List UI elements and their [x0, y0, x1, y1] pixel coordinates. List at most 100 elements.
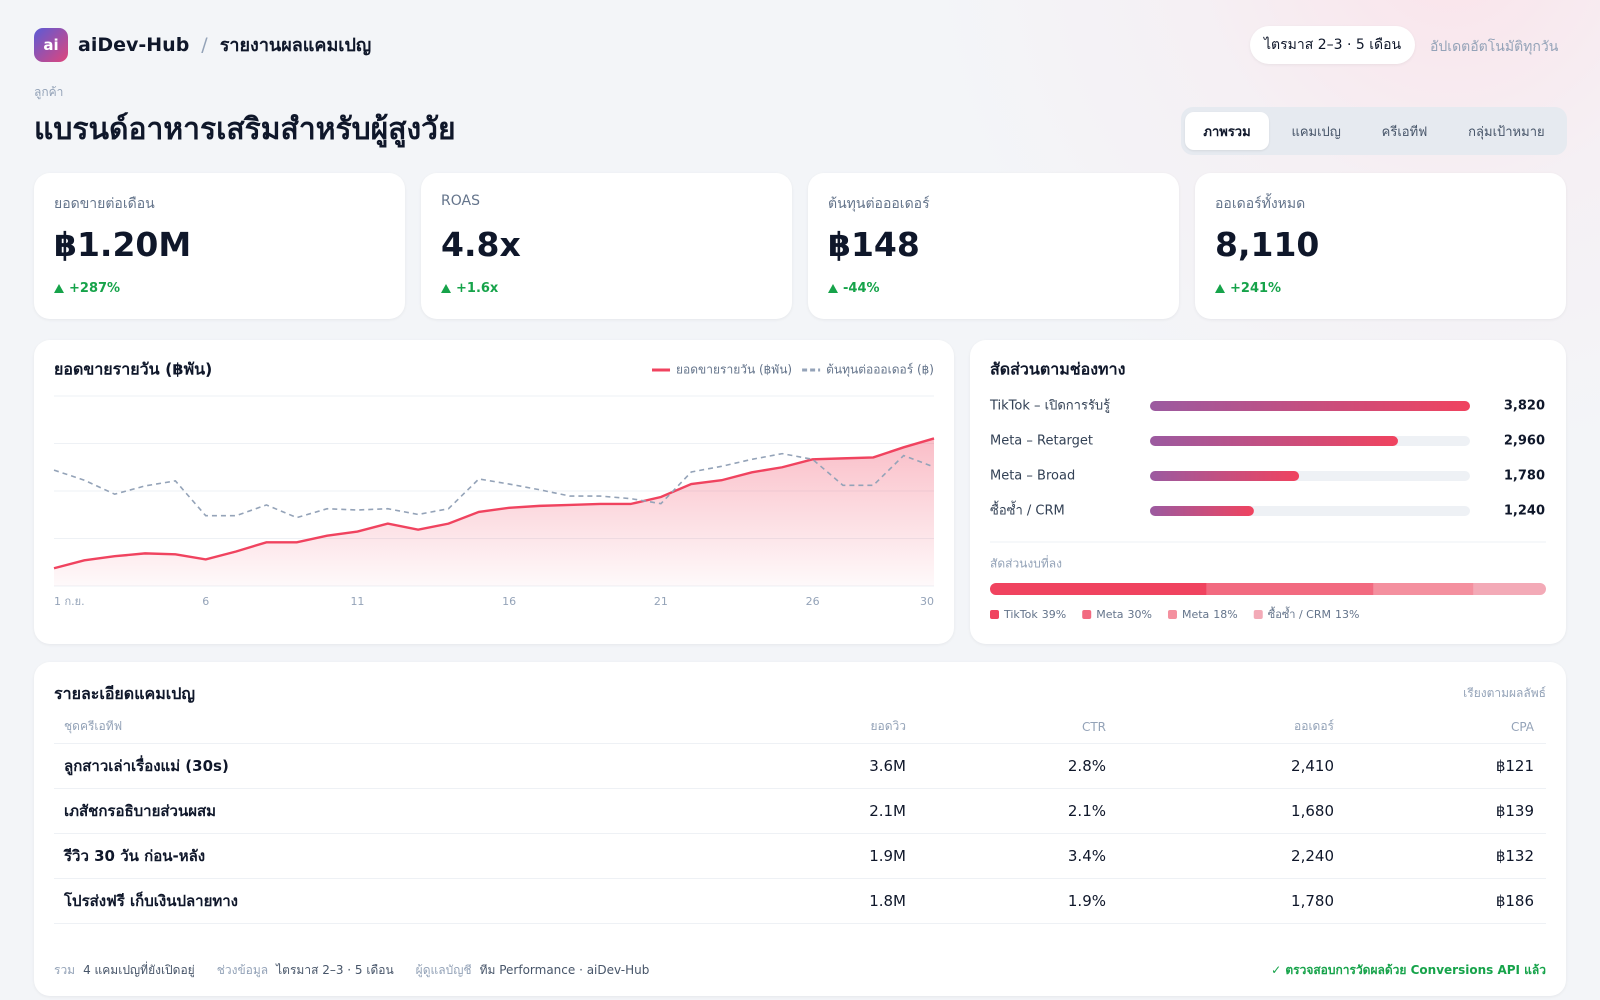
- legend-label: ต้นทุนต่อออเดอร์ (฿): [826, 363, 934, 378]
- up-icon: [828, 284, 838, 293]
- chart-title: สัดส่วนตามช่องทาง: [990, 360, 1125, 379]
- footer-value: ไตรมาส 2–3 · 5 เดือน: [276, 963, 394, 977]
- legend-value: 30%: [1128, 608, 1152, 621]
- column-header: CTR: [1081, 719, 1106, 734]
- table-row: โปรส่งฟรี เก็บเงินปลายทาง 1.8M 1.9% 1,780 ฿1…: [54, 879, 1546, 924]
- sort-note[interactable]: เรียงตามผลลัพธ์: [1463, 686, 1546, 700]
- legend-swatch: [1253, 610, 1263, 619]
- kpi-change-text: +1.6x: [456, 281, 499, 296]
- series-line: [53, 437, 935, 570]
- separator: /: [201, 33, 208, 56]
- client-name: แบรนด์อาหารเสริมสำหรับผู้สูงวัย: [34, 112, 456, 147]
- kpi-label: ออเดอร์ทั้งหมด: [1215, 196, 1306, 212]
- channel-chart: สัดส่วนตามช่องทาง TikTok – เปิดการรับรู้ 3…: [989, 360, 1546, 621]
- footer-item: ช่วงข้อมูล ไตรมาส 2–3 · 5 เดือน: [217, 961, 394, 980]
- chart-subtitle: สัดส่วนงบที่ลง: [990, 555, 1062, 571]
- bar: [1150, 506, 1254, 516]
- footer-item: รวม 4 แคมเปญที่ยังเปิดอยู่: [54, 961, 195, 980]
- tab-bar: ภาพรวม แคมเปญ ครีเอทีฟ กลุ่มเป้าหมาย: [1181, 107, 1567, 155]
- series-line: [53, 452, 935, 519]
- table-cell: โปรส่งฟรี เก็บเงินปลายทาง: [64, 892, 239, 910]
- table-cell: ฿186: [1495, 892, 1534, 910]
- up-icon: [441, 284, 451, 293]
- table-card: รายละเอียดแคมเปญ เรียงตามผลลัพธ์ ชุดครีเ…: [34, 662, 1566, 996]
- legend-name: TikTok: [1003, 608, 1038, 621]
- table-cell: ฿121: [1495, 757, 1534, 775]
- table-row: เภสัชกรอธิบายส่วนผสม 2.1M 2.1% 1,680 ฿139: [54, 789, 1546, 834]
- stack: [990, 583, 1546, 595]
- kpi-change-text: +287%: [69, 281, 121, 296]
- value-label: 2,960: [1504, 434, 1545, 449]
- kpi-value: 4.8x: [441, 225, 521, 264]
- column-header: CPA: [1510, 719, 1534, 734]
- verification: ✓ ตรวจสอบการวัดผลด้วย Conversions API แล…: [1271, 963, 1546, 977]
- table-cell: 2.1%: [1067, 802, 1106, 820]
- table-cell: 3.6M: [869, 757, 906, 775]
- table-cell: 1,780: [1291, 892, 1334, 910]
- footer-label: ช่วงข้อมูล: [216, 963, 269, 977]
- footer-label: ผู้ดูแลบัญชี: [415, 963, 472, 977]
- kpi-change: +287%: [54, 281, 120, 296]
- tab[interactable]: ครีเอทีฟ: [1381, 124, 1428, 140]
- legend-value: 13%: [1335, 608, 1359, 621]
- value-label: 3,820: [1504, 399, 1545, 414]
- table-row: รีวิว 30 วัน ก่อน-หลัง 1.9M 3.4% 2,240 ฿132: [54, 834, 1546, 879]
- kpi-card: ROAS 4.8x +1.6x: [421, 173, 792, 319]
- table-cell: ลูกสาวเล่าเรื่องแม่ (30s): [64, 757, 229, 775]
- chart-title: ยอดขายรายวัน (฿พัน): [54, 360, 212, 379]
- value-label: 1,780: [1504, 469, 1545, 484]
- legend-value: 39%: [1042, 608, 1066, 621]
- table-title: รายละเอียดแคมเปญ: [54, 684, 196, 703]
- table-cell: 1.9M: [869, 847, 906, 865]
- category-label: Meta – Broad: [990, 469, 1075, 484]
- kpi-change: +1.6x: [441, 281, 498, 296]
- x-tick-label: 26: [806, 595, 820, 608]
- x-tick-label: 16: [502, 595, 516, 608]
- tab[interactable]: ภาพรวม: [1185, 112, 1270, 150]
- table-cell: ฿139: [1495, 802, 1534, 820]
- table-cell: ฿132: [1495, 847, 1534, 865]
- value-label: 1,240: [1504, 504, 1545, 519]
- table-cell: 2.8%: [1067, 757, 1106, 775]
- kpi-label: ยอดขายต่อเดือน: [54, 196, 155, 212]
- line-chart: ยอดขายรายวัน (฿พัน) 1 ก.ย. 6 11 16 21 26 30 ต้นท…: [53, 360, 935, 608]
- table-row: ลูกสาวเล่าเรื่องแม่ (30s) 3.6M 2.8% 2,410 ฿1…: [54, 744, 1546, 789]
- kpi-label: ROAS: [441, 193, 480, 209]
- legend-swatch: [1167, 610, 1177, 619]
- kpi-change-text: +241%: [1230, 281, 1282, 296]
- kpi-card: ยอดขายต่อเดือน฿1.20M +287%: [34, 173, 405, 319]
- legend-name: Meta: [1182, 608, 1209, 621]
- legend-name: ซื้อซ้ำ / CRM: [1268, 606, 1331, 621]
- kpi-value: ฿148: [828, 225, 920, 264]
- x-tick-label: 21: [654, 595, 668, 608]
- table-cell: เภสัชกรอธิบายส่วนผสม: [64, 802, 217, 820]
- table-cell: 2.1M: [869, 802, 906, 820]
- tab[interactable]: กลุ่มเป้าหมาย: [1468, 124, 1545, 140]
- column-header: ยอดวิว: [870, 719, 906, 733]
- tab[interactable]: แคมเปญ: [1291, 124, 1341, 140]
- column-header: ออเดอร์: [1294, 719, 1334, 733]
- x-tick-label: 6: [202, 595, 209, 608]
- kpi-value: ฿1.20M: [54, 225, 192, 264]
- table-cell: 1.8M: [869, 892, 906, 910]
- kpi-card: ต้นทุนต่อออเดอร์ ฿148 -44%: [808, 173, 1179, 319]
- x-tick-label: 1 ก.ย.: [54, 595, 85, 608]
- period-pill[interactable]: ไตรมาส 2–3 · 5 เดือน: [1250, 26, 1416, 64]
- table-cell: 1.9%: [1067, 892, 1106, 910]
- table-cell: 2,410: [1291, 757, 1334, 775]
- kpi-change-text: -44%: [843, 281, 880, 296]
- brand[interactable]: aiDev-Hub: [78, 33, 190, 56]
- table-cell: รีวิว 30 วัน ก่อน-หลัง: [64, 847, 206, 865]
- up-icon: [54, 284, 64, 293]
- footer-item: ผู้ดูแลบัญชี ทีม Performance · aiDev-Hub: [416, 961, 650, 980]
- channel-card: สัดส่วนตามช่องทาง TikTok – เปิดการรับรู้ 3…: [970, 340, 1566, 644]
- category-label: TikTok – เปิดการรับรู้: [989, 399, 1110, 414]
- up-icon: [1215, 284, 1225, 293]
- logo: ai: [34, 28, 68, 62]
- bar: [1150, 471, 1300, 481]
- table-header: ชุดครีเอทีฟ ยอดวิว CTR ออเดอร์ CPA: [54, 710, 1546, 744]
- kpi-change: -44%: [828, 281, 880, 296]
- footer-value: 4 แคมเปญที่ยังเปิดอยู่: [83, 963, 195, 977]
